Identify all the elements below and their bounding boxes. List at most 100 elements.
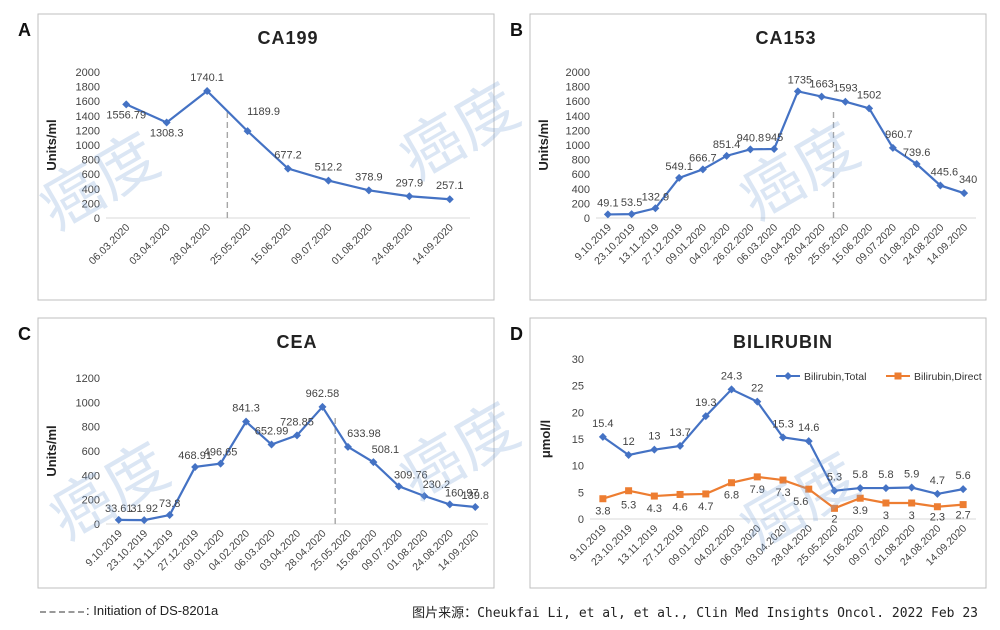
data-label: 2	[831, 513, 837, 525]
x-tick-label: 15.06.2020	[248, 222, 294, 268]
y-tick-label: 1000	[76, 140, 100, 152]
data-point	[676, 441, 685, 450]
chart-frame	[37, 317, 495, 589]
data-point	[267, 440, 276, 449]
data-point	[805, 485, 813, 493]
data-label: 508.1	[372, 444, 400, 456]
x-tick-label: 28.04.2020	[168, 222, 214, 268]
data-label: 7.3	[775, 487, 790, 499]
data-point	[162, 118, 171, 127]
data-point	[627, 210, 636, 219]
data-point	[959, 485, 968, 494]
data-point	[650, 445, 659, 454]
data-label: 468.91	[178, 450, 212, 462]
y-axis-label: Units/ml	[536, 119, 551, 170]
data-label: 309.76	[394, 469, 428, 481]
panel-letter: D	[510, 324, 523, 344]
data-point	[650, 492, 658, 500]
y-tick-label: 5	[578, 487, 584, 499]
data-label: 1189.9	[247, 106, 280, 118]
data-point	[933, 503, 941, 511]
panel-letter: B	[510, 20, 523, 40]
data-label: 4.7	[698, 501, 713, 513]
data-label: 5.8	[853, 469, 868, 481]
data-point	[753, 397, 762, 406]
data-label: 1556.79	[106, 109, 146, 121]
data-label: 49.1	[597, 197, 618, 209]
y-tick-label: 1400	[566, 111, 590, 123]
y-tick-label: 2000	[76, 67, 100, 79]
data-label: 3.9	[853, 505, 868, 517]
legend-label: Bilirubin,Total	[804, 371, 866, 383]
y-tick-label: 2000	[566, 67, 590, 79]
watermark: 癌度	[727, 109, 871, 234]
y-tick-label: 20	[572, 407, 584, 419]
data-point	[420, 491, 429, 500]
y-tick-label: 200	[82, 198, 100, 210]
data-point	[293, 431, 301, 440]
data-label: 3.8	[595, 506, 610, 518]
data-label: 5.8	[878, 469, 893, 481]
data-label: 549.1	[665, 161, 693, 173]
data-label: 960.7	[885, 129, 913, 141]
data-point	[191, 462, 200, 471]
data-label: 132.9	[642, 191, 670, 203]
y-tick-label: 600	[572, 169, 590, 181]
data-point	[959, 501, 967, 509]
data-label: 5.3	[621, 500, 636, 512]
y-tick-label: 400	[82, 184, 100, 196]
data-point	[856, 484, 865, 493]
chart-d: D BILIRUBIN051015202530μmol/l9.10.201923.…	[510, 317, 987, 589]
panel-letter: A	[18, 20, 31, 40]
data-point	[908, 499, 916, 507]
data-label: 677.2	[274, 150, 302, 162]
data-label: 13.7	[669, 427, 690, 439]
data-label: 1740.1	[190, 72, 224, 84]
data-point	[243, 127, 252, 136]
data-label: 12	[622, 436, 634, 448]
data-label: 31.92	[130, 503, 158, 515]
data-label: 666.7	[689, 152, 717, 164]
data-point	[394, 482, 403, 491]
data-point	[882, 499, 890, 507]
y-tick-label: 0	[94, 519, 100, 531]
y-tick-label: 800	[82, 422, 100, 434]
data-point	[779, 433, 787, 442]
panel-letter: C	[18, 324, 31, 344]
chart-title: CA153	[755, 28, 816, 48]
data-label: 5.3	[827, 472, 842, 484]
chart-frame	[529, 13, 987, 301]
y-axis-label: Units/ml	[44, 425, 59, 476]
chart-title: CEA	[276, 332, 317, 352]
data-label: 4.7	[930, 475, 945, 487]
x-tick-label: 24.08.2020	[370, 222, 416, 268]
data-point	[770, 145, 779, 154]
x-tick-label: 06.03.2020	[87, 222, 133, 268]
data-point	[907, 483, 916, 492]
data-label: 73.8	[159, 498, 180, 510]
figure: A CA1990200400600800100012001400160018002…	[18, 13, 987, 589]
data-label: 841.3	[232, 403, 260, 415]
data-point	[216, 459, 225, 468]
data-point	[603, 210, 612, 219]
y-tick-label: 1400	[76, 111, 100, 123]
data-label: 945	[765, 132, 783, 144]
data-label: 5.6	[955, 470, 970, 482]
data-label: 53.5	[621, 197, 642, 209]
x-tick-label: 14.09.2020	[410, 222, 456, 268]
y-tick-label: 800	[82, 155, 100, 167]
data-point	[624, 451, 633, 459]
data-point	[114, 515, 123, 524]
legend-item: Bilirubin,Total	[776, 371, 866, 383]
data-point	[888, 143, 897, 152]
watermark: 癌度	[387, 69, 531, 194]
y-tick-label: 1200	[566, 125, 590, 137]
dashed-line-icon	[40, 610, 84, 613]
data-point	[203, 86, 212, 95]
data-label: 340	[959, 174, 977, 186]
data-label: 4.3	[647, 503, 662, 515]
data-label: 851.4	[713, 139, 741, 151]
y-axis-label: μmol/l	[538, 420, 553, 458]
chart-frame	[37, 13, 495, 301]
y-tick-label: 0	[584, 213, 590, 225]
